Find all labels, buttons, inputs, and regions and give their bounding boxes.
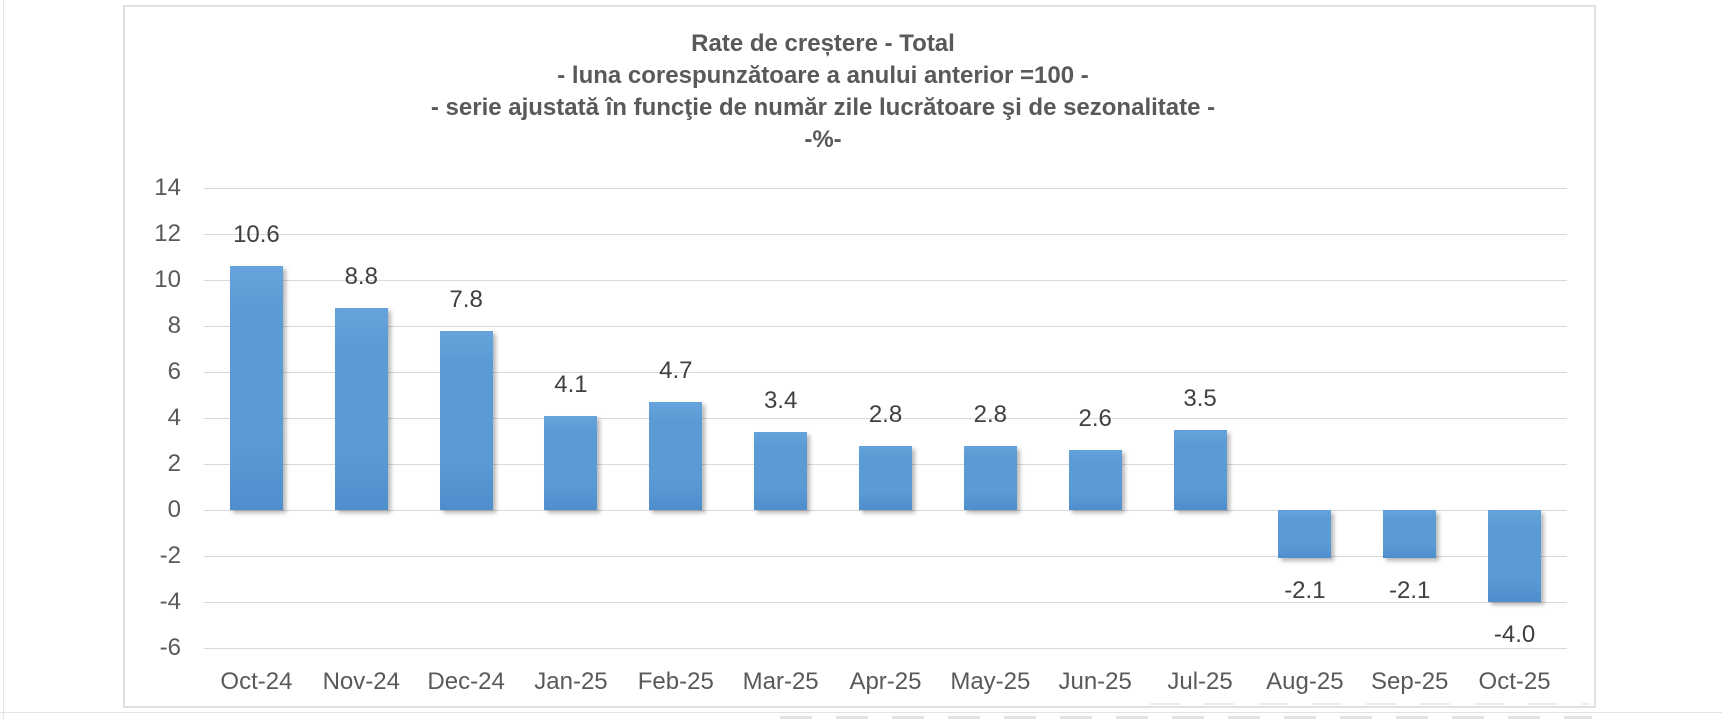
chart-panel: Rate de creștere - Total - luna corespun… — [123, 5, 1596, 708]
data-label-Dec-24: 7.8 — [449, 285, 483, 313]
bar-Mar-25 — [754, 431, 808, 510]
gridline-y--6 — [204, 648, 1567, 649]
bar-Aug-25 — [1278, 510, 1332, 559]
y-tick-label: 10 — [154, 266, 181, 293]
bar-Jan-25 — [544, 415, 598, 510]
x-axis-label-Nov-24: Nov-24 — [322, 668, 400, 695]
y-tick-label: 4 — [167, 404, 181, 431]
y-tick-label: 12 — [154, 220, 181, 247]
bar-Dec-24 — [439, 330, 493, 510]
y-tick-label: 6 — [167, 358, 181, 385]
gridline-y-8 — [204, 326, 1567, 327]
data-label-Jul-25: 3.5 — [1183, 384, 1217, 412]
y-tick-label: 14 — [154, 174, 181, 201]
gridline-y-14 — [204, 188, 1567, 189]
x-axis-label-Jan-25: Jan-25 — [534, 668, 608, 695]
bar-Apr-25 — [859, 445, 912, 510]
gridline-y-10 — [204, 280, 1567, 281]
y-tick-label: 2 — [167, 450, 181, 477]
y-tick-label: -6 — [159, 634, 181, 661]
data-label-Aug-25: -2.1 — [1284, 577, 1326, 605]
chart-title-line-3: - serie ajustată în funcţie de număr zil… — [430, 94, 1216, 121]
data-label-Apr-25: 2.8 — [868, 400, 903, 428]
bar-Oct-25 — [1488, 510, 1542, 602]
gridline-y-4 — [204, 418, 1567, 419]
data-label-Oct-24: 10.6 — [233, 221, 280, 249]
cropped-bottom-rule — [0, 712, 1722, 713]
data-label-Jun-25: 2.6 — [1078, 405, 1112, 433]
x-axis-label-Jun-25: Jun-25 — [1058, 668, 1132, 695]
cropped-content-dashes-upper — [1150, 703, 1590, 705]
y-tick-label: -4 — [159, 588, 181, 615]
bar-Feb-25 — [649, 401, 703, 510]
x-axis-label-Oct-24: Oct-24 — [220, 668, 293, 695]
data-label-Feb-25: 4.7 — [659, 356, 693, 384]
data-label-May-25: 2.8 — [973, 400, 1008, 428]
data-label-Sep-25: -2.1 — [1389, 577, 1431, 605]
plot-area: 14 12 10 8 6 4 2 0 -2 -4 -6 10.6 8.8 7.8 4.1 4.7 3.4 2.8… — [125, 7, 1594, 706]
x-axis-label-Aug-25: Aug-25 — [1266, 668, 1344, 695]
gridline-y-6 — [204, 372, 1567, 373]
y-tick-label: 8 — [167, 312, 181, 339]
cropped-left-border-line — [3, 0, 4, 720]
data-label-Oct-25: -4.0 — [1493, 621, 1536, 648]
bar-Oct-24 — [229, 266, 283, 510]
chart-title-line-1: Rate de creștere - Total — [691, 30, 955, 57]
x-axis-label-Sep-25: Sep-25 — [1371, 668, 1449, 695]
gridline-y--4 — [204, 602, 1567, 603]
x-axis-label-Jul-25: Jul-25 — [1167, 668, 1233, 695]
gridline-y-12 — [204, 234, 1567, 235]
chart-title-line-2: - luna corespunzătoare a anului anterior… — [557, 62, 1089, 89]
bar-Jul-25 — [1173, 429, 1227, 510]
y-tick-label: -2 — [159, 542, 181, 569]
x-axis-label-Dec-24: Dec-24 — [427, 668, 505, 695]
gridline-y-0 — [204, 510, 1567, 511]
x-axis-label-Oct-25: Oct-25 — [1478, 668, 1551, 695]
x-axis-label-Apr-25: Apr-25 — [849, 668, 922, 695]
data-label-Jan-25: 4.1 — [554, 370, 588, 398]
bar-Nov-24 — [334, 307, 388, 510]
cropped-content-dashes-lower — [780, 716, 1592, 719]
bar-May-25 — [963, 445, 1017, 510]
bar-Jun-25 — [1068, 450, 1122, 510]
data-label-Mar-25: 3.4 — [763, 386, 798, 414]
x-axis-label-Mar-25: Mar-25 — [742, 668, 819, 695]
bar-Sep-25 — [1383, 510, 1437, 559]
gridline-y--2 — [204, 556, 1567, 557]
y-tick-label: 0 — [167, 496, 181, 523]
data-label-Nov-24: 8.8 — [344, 262, 378, 290]
chart-title: Rate de creștere - Total - luna corespun… — [125, 28, 1521, 156]
chart-title-line-4: -%- — [804, 126, 842, 153]
x-axis-label-May-25: May-25 — [950, 668, 1031, 695]
x-axis-label-Feb-25: Feb-25 — [637, 668, 714, 695]
